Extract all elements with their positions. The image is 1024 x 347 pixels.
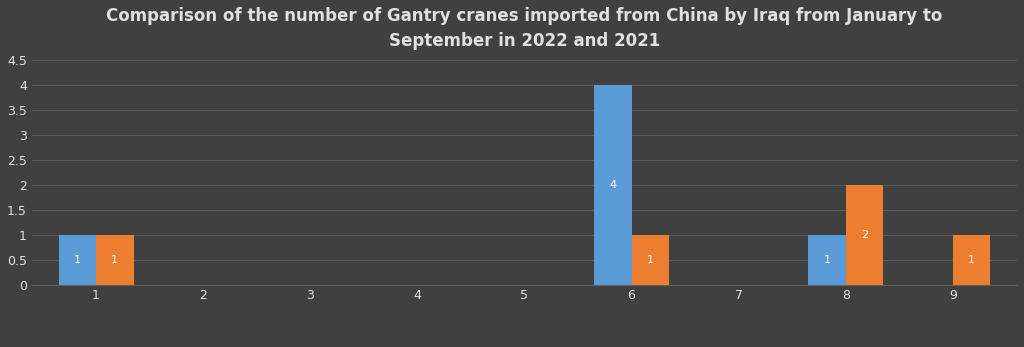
Bar xyxy=(846,185,883,285)
Text: 1: 1 xyxy=(74,255,81,264)
Text: 1: 1 xyxy=(647,255,653,264)
Text: 2: 2 xyxy=(861,230,868,240)
Title: Comparison of the number of Gantry cranes imported from China by Iraq from Janua: Comparison of the number of Gantry crane… xyxy=(106,7,943,50)
Bar xyxy=(952,235,990,285)
Text: 4: 4 xyxy=(609,180,616,190)
Text: 1: 1 xyxy=(968,255,975,264)
Bar xyxy=(808,235,846,285)
Bar xyxy=(632,235,669,285)
Bar xyxy=(58,235,96,285)
Text: 1: 1 xyxy=(112,255,119,264)
Bar xyxy=(594,85,632,285)
Bar xyxy=(96,235,133,285)
Text: 1: 1 xyxy=(823,255,830,264)
Legend: 2021, 2022: 2021, 2022 xyxy=(474,345,574,347)
